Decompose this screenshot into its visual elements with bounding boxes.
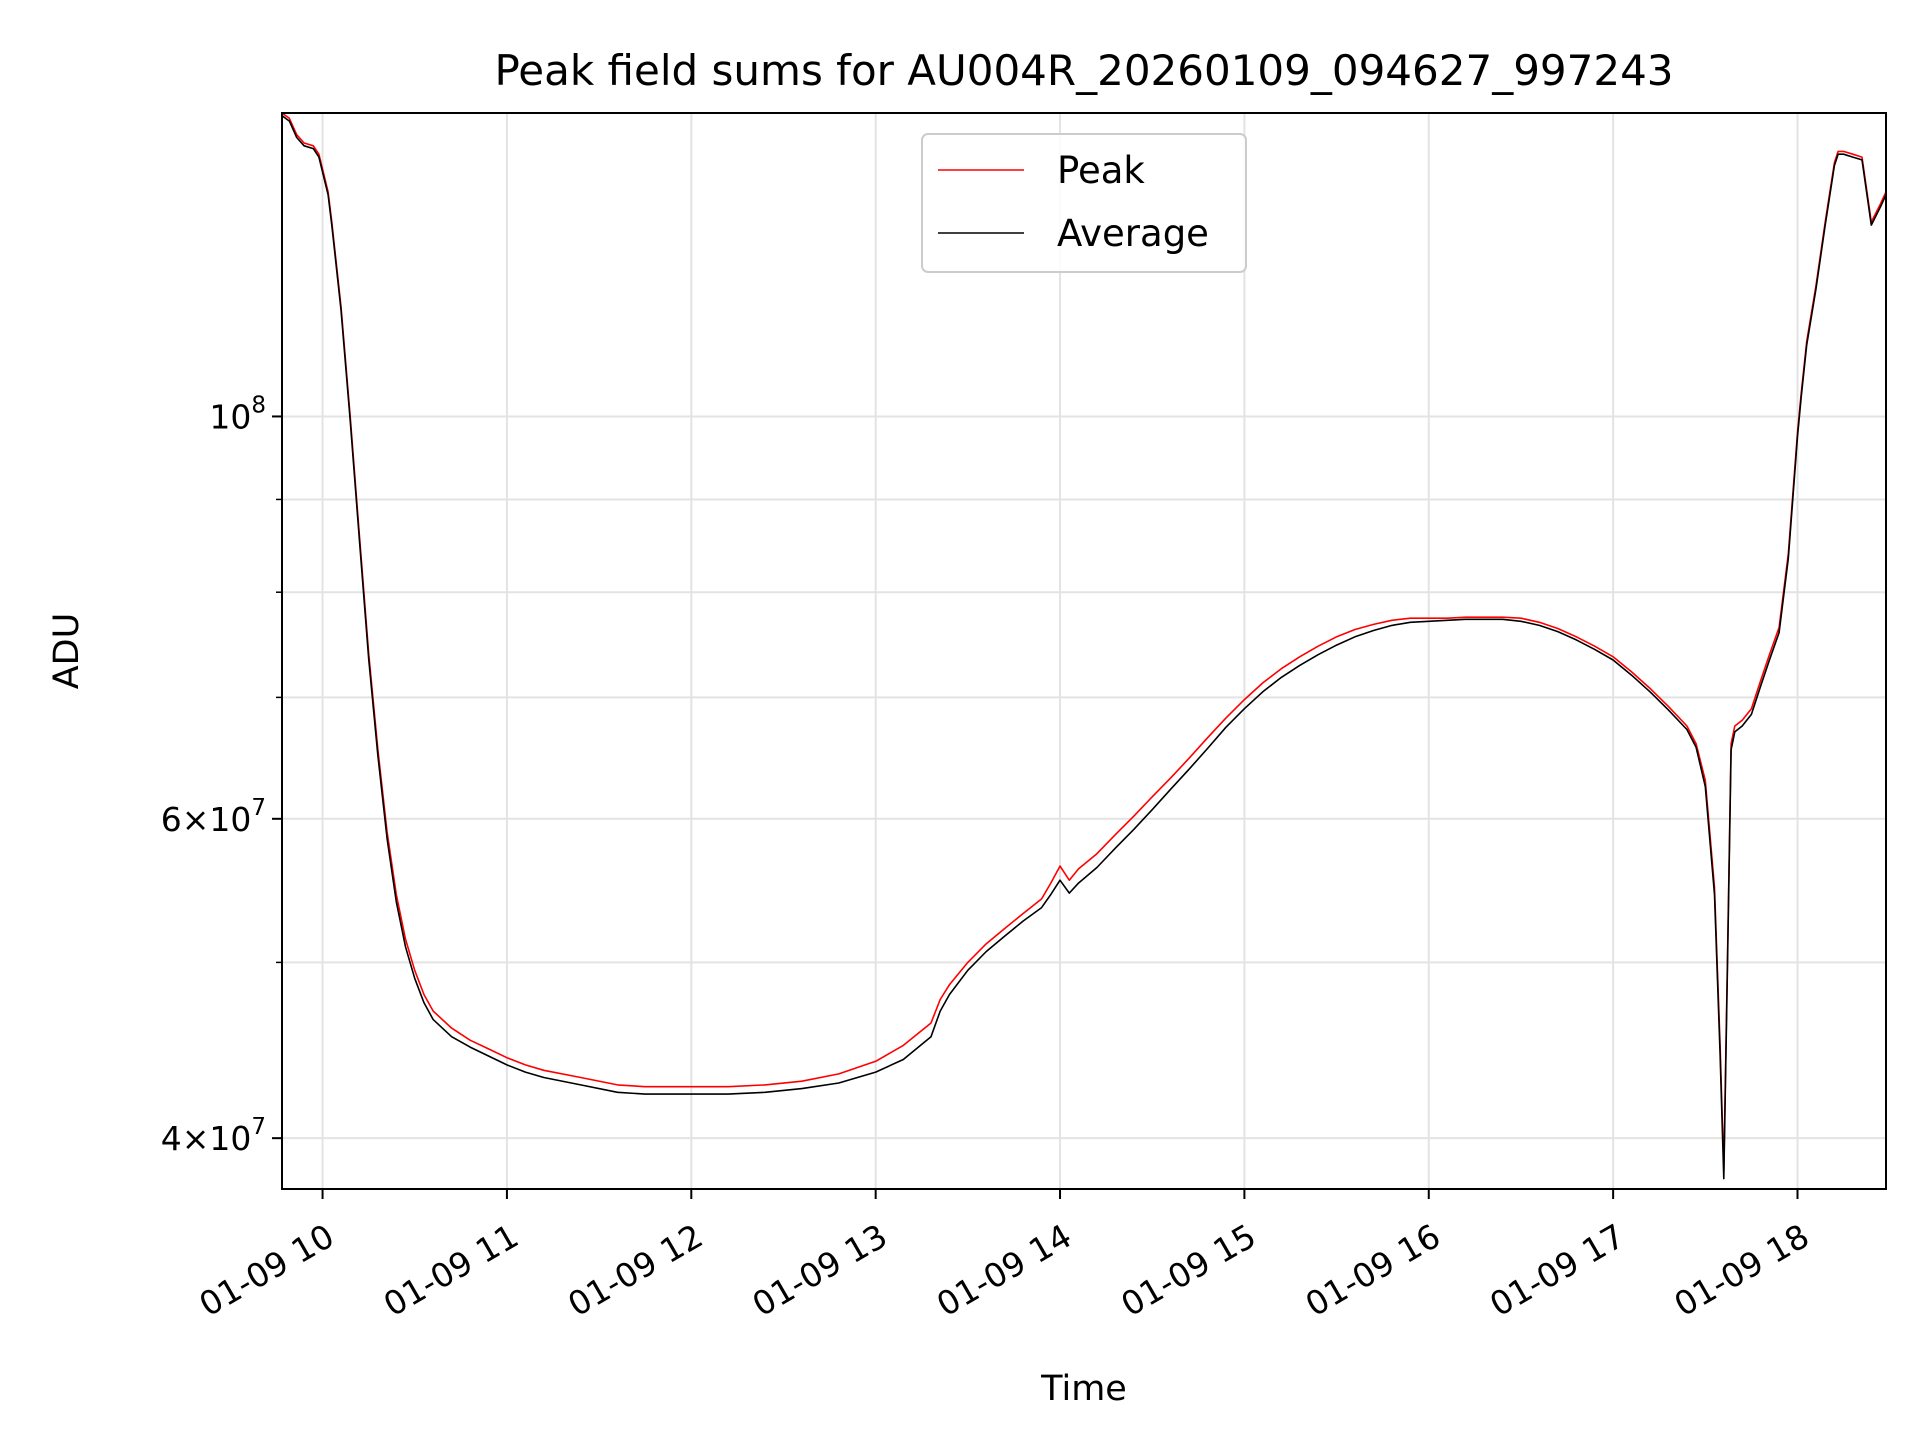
legend-label-peak: Peak (1057, 149, 1145, 192)
chart-title: Peak field sums for AU004R_20260109_0946… (494, 46, 1673, 95)
series-line-peak (281, 112, 1887, 1172)
legend-box (921, 133, 1247, 273)
x-axis-label: Time (1040, 1369, 1127, 1409)
legend: Peak Average (921, 133, 1247, 273)
series-layer (281, 112, 1887, 1180)
y-tick-label: 108 (209, 392, 266, 436)
y-axis-label: ADU (47, 613, 87, 690)
grid-layer (282, 113, 1886, 1189)
plot-frame (281, 112, 1887, 1190)
series-line-average (281, 115, 1887, 1180)
y-tick-label: 4×107 (161, 1114, 266, 1158)
legend-label-average: Average (1057, 212, 1209, 255)
y-tick-label: 6×107 (161, 795, 266, 839)
